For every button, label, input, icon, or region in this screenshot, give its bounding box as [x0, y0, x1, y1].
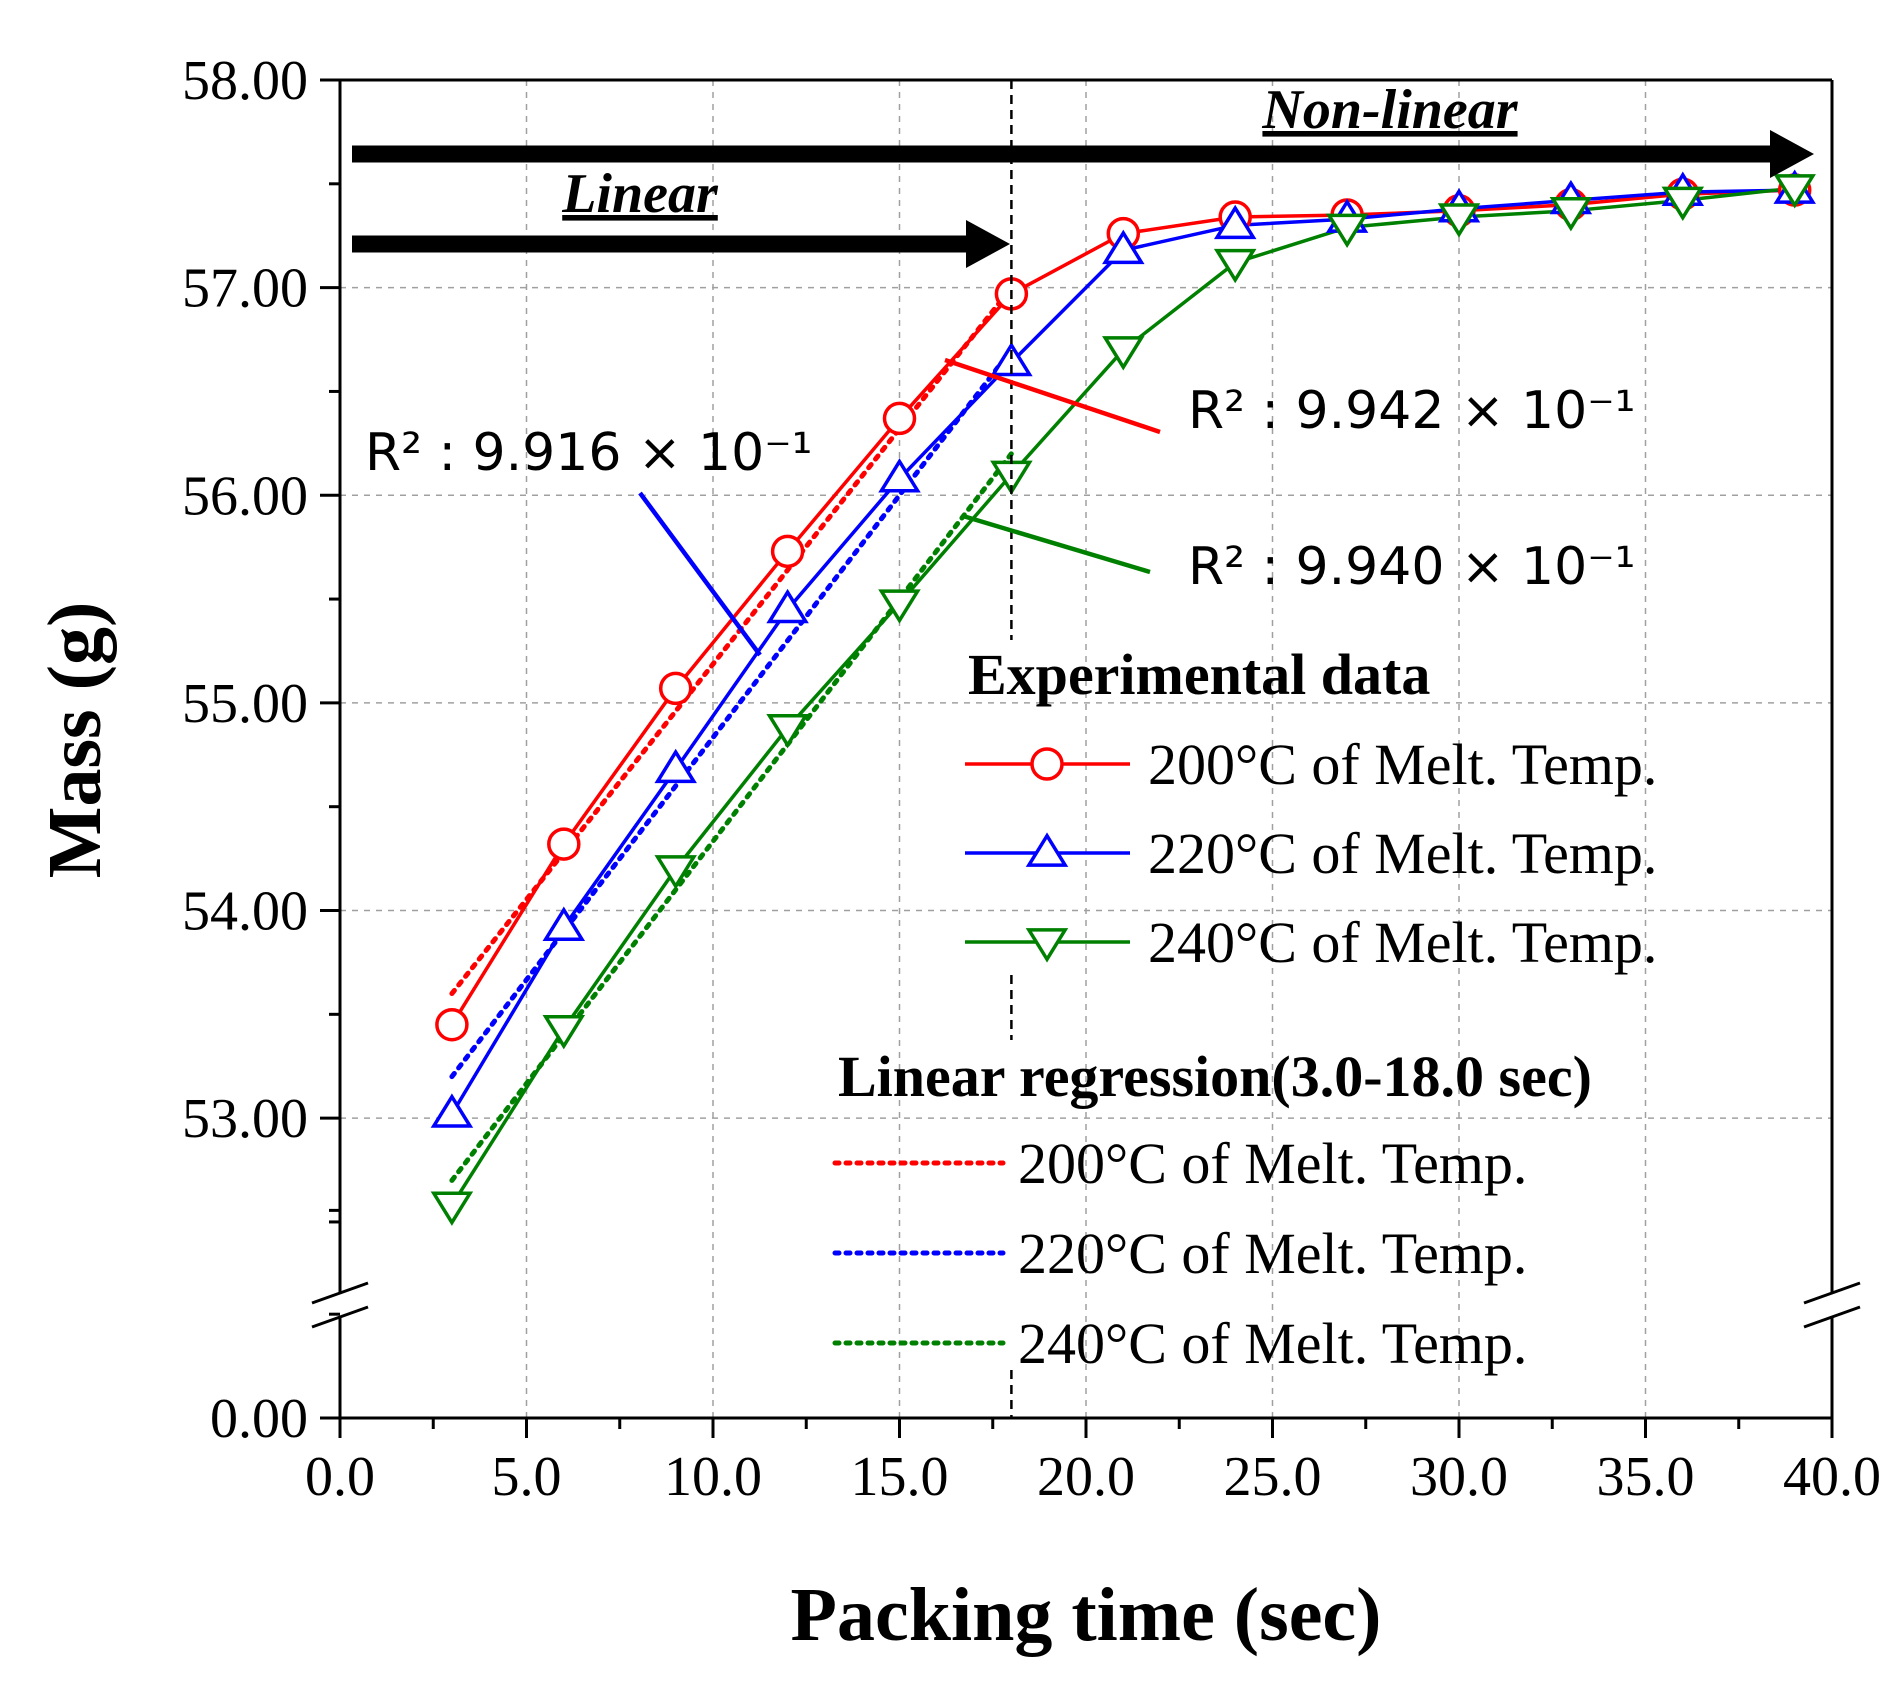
linear-label: Linear	[561, 163, 719, 225]
y-tick-label: 55.00	[182, 673, 308, 735]
data-point	[882, 401, 917, 436]
data-point	[766, 588, 809, 624]
data-series	[430, 169, 1816, 1226]
legend-marker	[1025, 832, 1069, 867]
x-tick-label: 25.0	[1224, 1446, 1322, 1508]
legend-experimental-title: Experimental data	[968, 642, 1430, 707]
data-point	[1102, 229, 1145, 265]
legend-regression-title: Linear regression(3.0-18.0 sec)	[838, 1044, 1592, 1109]
annotations: Linear Non-linear R² : 9.942 × 10⁻¹ R² : 9.…	[352, 79, 1814, 1418]
x-axis-label: Packing time (sec)	[791, 1573, 1382, 1657]
regression-line	[449, 285, 1014, 997]
y-axis-label: Mass (g)	[33, 602, 117, 879]
data-point	[654, 855, 697, 890]
x-tick-label: 10.0	[664, 1446, 762, 1508]
data-point	[1325, 213, 1369, 248]
r2-callout-line	[638, 491, 762, 657]
legend-regression-label: 220°C of Melt. Temp.	[1018, 1221, 1527, 1286]
x-tick-label: 0.0	[305, 1446, 375, 1508]
legend: Experimental data 200°C of Melt. Temp. 220…	[832, 642, 1657, 1376]
x-tick-label: 35.0	[1597, 1446, 1695, 1508]
y-tick-label: 54.00	[182, 881, 308, 943]
data-point	[430, 1093, 474, 1128]
legend-marker	[1030, 747, 1064, 781]
data-point	[1437, 203, 1481, 238]
r2-callout-line	[962, 513, 1151, 575]
y-tick-label: 53.00	[182, 1088, 308, 1150]
data-point	[430, 1191, 474, 1226]
nonlinear-label: Non-linear	[1261, 79, 1518, 141]
data-point	[990, 341, 1033, 377]
legend-label: 220°C of Melt. Temp.	[1148, 821, 1657, 886]
x-tick-label: 5.0	[492, 1446, 562, 1508]
nonlinear-arrow-head	[1770, 130, 1814, 178]
data-point	[878, 589, 921, 624]
legend-regression-label: 240°C of Melt. Temp.	[1018, 1311, 1527, 1376]
data-point	[1773, 174, 1816, 209]
r2-label-240: R² : 9.940 × 10⁻¹	[1188, 537, 1636, 597]
linear-arrow-head	[966, 220, 1010, 268]
data-point	[770, 534, 805, 569]
data-point	[1549, 196, 1593, 232]
legend-marker	[1025, 928, 1069, 963]
x-tick-label: 15.0	[851, 1446, 949, 1508]
data-point	[658, 671, 693, 706]
data-point	[435, 1007, 469, 1042]
axis-break-mark	[311, 1281, 369, 1305]
r2-label-220: R² : 9.916 × 10⁻¹	[365, 423, 813, 483]
data-point	[1102, 336, 1145, 371]
data-point	[654, 748, 697, 784]
r2-callout-line	[944, 357, 1161, 435]
data-point	[542, 1015, 586, 1050]
y-tick-label: 0.00	[210, 1388, 308, 1450]
legend-label: 200°C of Melt. Temp.	[1148, 732, 1657, 797]
axis-break-mark	[311, 1305, 369, 1329]
x-tick-label: 20.0	[1037, 1446, 1135, 1508]
data-point	[547, 827, 581, 861]
axis-break-mark	[1803, 1305, 1861, 1329]
data-point	[1213, 248, 1257, 284]
legend-label: 240°C of Melt. Temp.	[1148, 910, 1657, 975]
x-tick-label: 40.0	[1783, 1446, 1881, 1508]
r2-label-200: R² : 9.942 × 10⁻¹	[1188, 381, 1636, 441]
data-point	[1661, 186, 1705, 222]
axis-break-mark	[1803, 1281, 1861, 1305]
data-point	[878, 458, 921, 493]
y-tick-label: 58.00	[182, 50, 308, 112]
axis-labels: Packing time (sec) Mass (g)	[33, 602, 1381, 1657]
y-tick-label: 57.00	[182, 258, 308, 320]
data-point	[542, 906, 586, 941]
axis-ticks: 0.0 5.0 10.0 15.0 20.0 25.0 30.0 35.0 40.0 0.00 53…	[182, 50, 1881, 1508]
data-point	[766, 713, 809, 749]
x-tick-label: 30.0	[1410, 1446, 1508, 1508]
y-tick-label: 56.00	[182, 465, 308, 527]
data-point	[1213, 204, 1257, 240]
legend-regression-label: 200°C of Melt. Temp.	[1018, 1131, 1527, 1196]
